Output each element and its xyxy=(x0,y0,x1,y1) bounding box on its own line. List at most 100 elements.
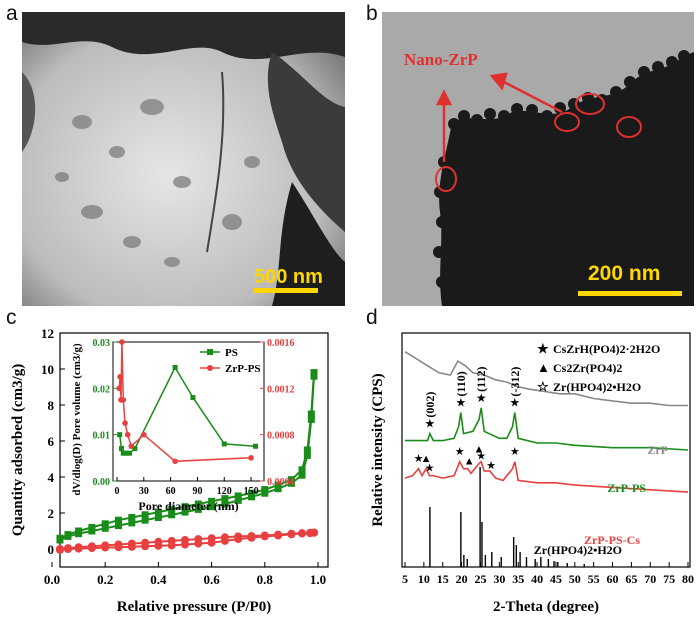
peak-label: (112) xyxy=(474,367,488,392)
inset-y-left-tick-label: 0.02 xyxy=(93,384,111,395)
data-point-square xyxy=(310,372,318,380)
data-point-circle xyxy=(181,540,189,549)
inset-x-tick-label: 60 xyxy=(166,486,176,497)
y-tick-label-c: 0 xyxy=(48,542,55,557)
data-point-square xyxy=(194,500,202,508)
peak-star: ★ xyxy=(476,391,487,405)
data-point-square xyxy=(115,516,122,524)
data-point-square xyxy=(221,495,229,503)
data-point-square xyxy=(261,489,269,497)
inset-point-circle xyxy=(248,455,254,461)
data-point-square xyxy=(75,530,83,538)
x-tick-label-d: 60 xyxy=(607,572,619,586)
inset-point-square xyxy=(172,364,178,370)
data-point-square xyxy=(88,527,96,535)
x-tick-label-c: 1.0 xyxy=(310,572,326,587)
y-axis-label-d: Relative intensity (CPS) xyxy=(370,373,386,526)
tem-image-b: Nano-ZrP 200 nm xyxy=(382,12,694,306)
inset-point-square xyxy=(190,395,196,401)
data-point-square xyxy=(303,451,311,459)
inset-point-circle xyxy=(119,339,125,345)
data-point-square xyxy=(64,532,72,540)
data-point-square xyxy=(181,508,189,516)
inset-x-tick-label: 120 xyxy=(217,486,232,497)
data-point-square xyxy=(88,523,96,531)
x-tick-label-d: 35 xyxy=(512,572,524,586)
data-point-circle xyxy=(74,544,83,553)
chart-d: 5 10 15 20 25 30 35 40 45 50 55 60 65 70 75 80 2-Theta (… xyxy=(370,332,694,615)
y-tick-label-c: 6 xyxy=(48,434,55,449)
isotherm-line-desorption xyxy=(59,531,315,551)
peak-label: (110) xyxy=(454,371,468,396)
data-point-circle xyxy=(287,530,296,539)
data-point-square xyxy=(128,514,136,521)
inset-point-square xyxy=(132,446,138,452)
inset-x-tick-label: 90 xyxy=(192,486,202,497)
x-tick-label-c: 0.6 xyxy=(203,572,220,587)
data-point-square xyxy=(194,505,202,513)
peak-label: (002) xyxy=(423,392,437,418)
legend-symbol: ★ xyxy=(537,341,549,356)
phase-marker: ★ xyxy=(414,453,424,465)
x-tick-label-d: 45 xyxy=(550,572,562,586)
legend-symbol: ☆ xyxy=(537,379,549,394)
data-point-square xyxy=(234,496,242,504)
inset-point-square xyxy=(127,450,133,456)
phase-marker: ▲ xyxy=(421,453,432,465)
data-point-square xyxy=(261,486,269,494)
data-point-circle xyxy=(234,535,243,544)
x-tick-label-d: 5 xyxy=(402,572,408,586)
data-point-square xyxy=(101,520,109,528)
x-axis-label-c: Relative pressure (P/P0) xyxy=(117,599,271,615)
inset-y-axis-label: dV/dlog(D) Pore volume (cm3/g) xyxy=(71,343,83,496)
x-tick-label-c: 0.8 xyxy=(257,572,274,587)
x-tick-label-c: 0.0 xyxy=(44,572,60,587)
data-point-square xyxy=(298,466,306,474)
x-tick-label-d: 20 xyxy=(456,572,468,586)
inset-y-right-tick-label: 0.0016 xyxy=(267,338,295,349)
data-point-square xyxy=(287,476,295,484)
phase-marker: ▲ xyxy=(474,444,485,456)
inset-y-left-tick-label: 0.00 xyxy=(93,477,111,488)
data-point-circle xyxy=(63,545,72,553)
inset-point-circle xyxy=(128,443,135,450)
x-tick-label-d: 15 xyxy=(437,572,449,586)
data-point-square xyxy=(248,489,255,497)
peak-star: ★ xyxy=(425,417,436,431)
scale-bar-label-a: 500 nm xyxy=(254,266,323,288)
panel-label-a: a xyxy=(6,2,18,25)
inset-x-tick-label: 30 xyxy=(139,486,149,497)
legend-label: CsZrH(PO4)2·2H2O xyxy=(553,342,660,356)
y-tick-label-c: 2 xyxy=(48,506,55,521)
data-point-circle xyxy=(114,543,123,552)
data-point-square xyxy=(128,519,136,527)
scale-bar-label-b: 200 nm xyxy=(588,262,661,285)
data-point-circle xyxy=(310,528,319,537)
legend-symbol: ▲ xyxy=(537,360,550,375)
chart-c: 0.0 0.2 0.4 0.6 0.8 1.0 0 2 4 6 8 10 12 Relative pres… xyxy=(10,326,329,615)
data-point-circle xyxy=(194,539,203,548)
inset-point-circle xyxy=(141,431,147,438)
y-axis-label-c: Quantity adsorbed (cm3/g) xyxy=(10,364,26,537)
legend-label: Cs2Zr(PO4)2 xyxy=(553,361,622,375)
inset-point-circle xyxy=(172,458,178,465)
data-point-circle xyxy=(55,545,64,554)
inset-point-circle xyxy=(117,373,123,380)
data-point-circle xyxy=(260,532,269,541)
inset-x-tick-label: 0 xyxy=(115,486,120,497)
tem-image-b-drawing xyxy=(382,12,694,306)
inset-legend-marker xyxy=(207,349,213,355)
inset-legend-label: ZrP-PS xyxy=(225,363,260,375)
curve-label: ZrP xyxy=(647,443,668,457)
data-point-circle xyxy=(87,544,96,553)
data-point-square xyxy=(115,522,122,530)
data-point-circle xyxy=(154,541,163,550)
inset-point-square xyxy=(120,450,126,456)
x-tick-label-d: 30 xyxy=(493,572,505,586)
inset-point-square xyxy=(221,441,227,447)
inset-point-square xyxy=(123,450,129,456)
x-tick-label-d: 25 xyxy=(474,572,486,586)
inset-y-right-tick-label: 0.0008 xyxy=(267,431,295,442)
phase-marker: ★ xyxy=(425,462,435,474)
data-point-square xyxy=(274,481,282,489)
